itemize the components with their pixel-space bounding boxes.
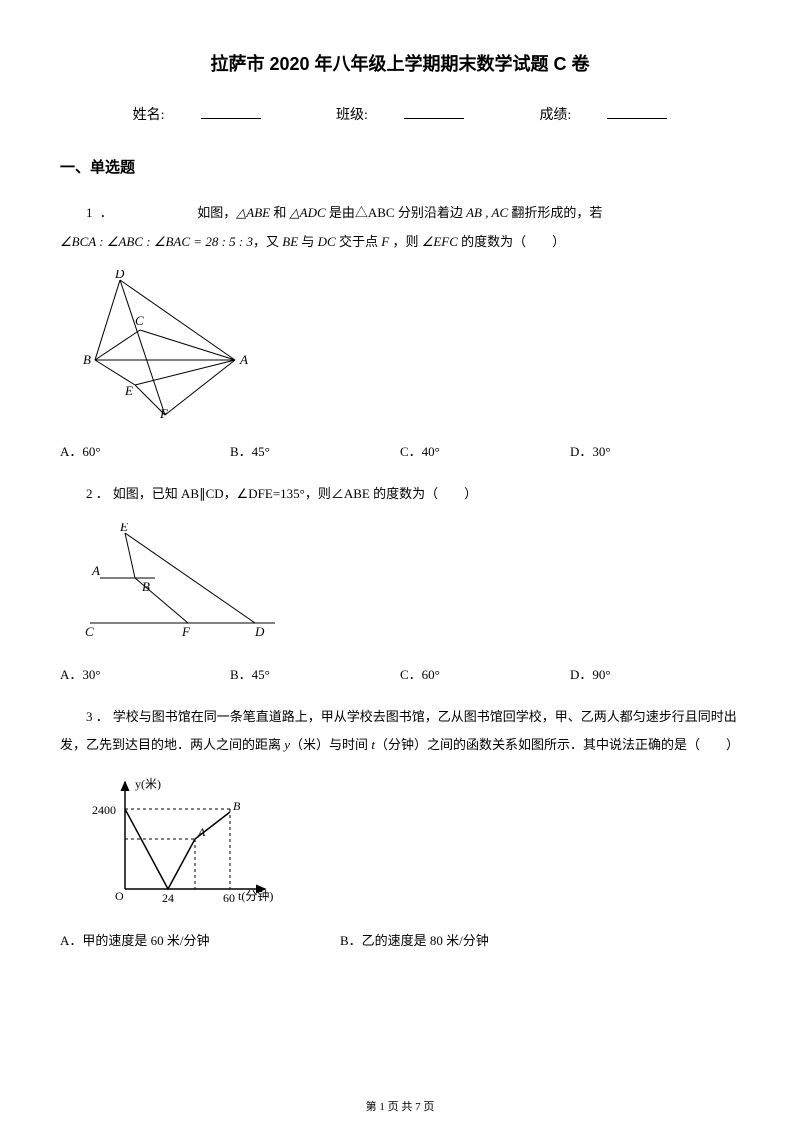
q1-opt-b: B．45° [230, 441, 400, 460]
q3-t3: （分钟）之间的函数关系如图所示．其中说法正确的是（ ） [375, 737, 739, 752]
score-blank [607, 105, 667, 119]
q1-t7: 的度数为（ ） [458, 234, 565, 249]
q1-yu: 与 [298, 234, 318, 249]
svg-text:A: A [239, 352, 248, 367]
q1-dot: ． [100, 205, 113, 220]
q2-figure: E A B C F D [80, 523, 740, 648]
q1-f: F [381, 234, 389, 249]
q2-num: 2 ． [86, 486, 109, 501]
q1-he: 和 [270, 205, 290, 220]
q1-t2: 是由△ABC 分别沿着边 [326, 205, 466, 220]
q1-options: A．60° B．45° C．40° D．30° [60, 441, 740, 460]
q1-tri-abe: △ABE [236, 205, 270, 220]
question-3: 3 ．学校与图书馆在同一条笔直道路上，甲从学校去图书馆，乙从图书馆回学校，甲、乙… [60, 703, 740, 760]
score-label: 成绩: [539, 108, 571, 123]
score-field: 成绩: [521, 108, 685, 123]
svg-text:y(米): y(米) [135, 777, 161, 791]
svg-text:D: D [114, 270, 125, 281]
question-1: 1 ． 如图，△ABE 和 △ADC 是由△ABC 分别沿着边 AB , AC … [60, 199, 740, 256]
svg-text:O: O [115, 889, 124, 903]
page-footer: 第 1 页 共 7 页 [0, 1098, 800, 1114]
q2-opt-a: A．30° [60, 664, 230, 683]
q1-t4: ，又 [253, 234, 282, 249]
q1-efc: ∠EFC [422, 234, 458, 249]
svg-text:B: B [83, 352, 91, 367]
q1-t6: ，则 [389, 234, 422, 249]
q1-opt-c: C．40° [400, 441, 570, 460]
q3-num: 3 ． [86, 709, 109, 724]
question-2: 2 ． 如图，已知 AB∥CD，∠DFE=135°，则∠ABE 的度数为（ ） [60, 480, 740, 509]
svg-text:C: C [135, 313, 144, 328]
class-label: 班级: [336, 108, 368, 123]
q1-abac: AB , AC [466, 205, 508, 220]
svg-text:F: F [159, 406, 169, 420]
q1-t5: 交于点 [336, 234, 382, 249]
svg-text:24: 24 [162, 891, 174, 905]
svg-text:C: C [85, 624, 94, 639]
name-label: 姓名: [133, 108, 165, 123]
q3-t2: （米）与时间 [290, 737, 371, 752]
svg-text:F: F [181, 624, 191, 639]
q3-options: A．甲的速度是 60 米/分钟 B．乙的速度是 80 米/分钟 [60, 930, 740, 949]
svg-text:t(分钟): t(分钟) [238, 888, 273, 903]
q2-opt-d: D．90° [570, 664, 740, 683]
q1-tri-adc: △ADC [290, 205, 326, 220]
svg-text:E: E [124, 383, 133, 398]
svg-text:A: A [197, 825, 206, 839]
q2-options: A．30° B．45° C．60° D．90° [60, 664, 740, 683]
q3-opt-a: A．甲的速度是 60 米/分钟 [60, 930, 340, 949]
q3-opt-b: B．乙的速度是 80 米/分钟 [340, 930, 620, 949]
name-blank [201, 105, 261, 119]
svg-text:60: 60 [223, 891, 235, 905]
page-title: 拉萨市 2020 年八年级上学期期末数学试题 C 卷 [60, 50, 740, 76]
q1-opt-a: A．60° [60, 441, 230, 460]
svg-text:B: B [233, 799, 241, 813]
name-field: 姓名: [115, 108, 279, 123]
q1-ratio: ∠BCA : ∠ABC : ∠BAC = 28 : 5 : 3 [60, 234, 253, 249]
q1-opt-d: D．30° [570, 441, 740, 460]
q1-dc: DC [318, 234, 336, 249]
class-blank [404, 105, 464, 119]
q1-t3: 翻折形成的，若 [508, 205, 602, 220]
q1-be: BE [282, 234, 298, 249]
q1-figure: D C B A E F [80, 270, 740, 425]
q2-opt-b: B．45° [230, 664, 400, 683]
svg-text:B: B [142, 579, 150, 594]
q2-text: 如图，已知 AB∥CD，∠DFE=135°，则∠ABE 的度数为（ ） [113, 486, 477, 501]
svg-text:D: D [254, 624, 265, 639]
section-header: 一、单选题 [60, 156, 740, 177]
svg-text:A: A [91, 563, 100, 578]
info-line: 姓名: 班级: 成绩: [60, 104, 740, 124]
q2-opt-c: C．60° [400, 664, 570, 683]
svg-text:E: E [119, 523, 128, 534]
class-field: 班级: [318, 108, 482, 123]
svg-text:2400: 2400 [92, 803, 116, 817]
q1-num: 1 [86, 205, 93, 220]
q1-t1: 如图， [197, 205, 236, 220]
q3-figure: y(米) t(分钟) 2400 24 60 O A B [80, 774, 740, 914]
